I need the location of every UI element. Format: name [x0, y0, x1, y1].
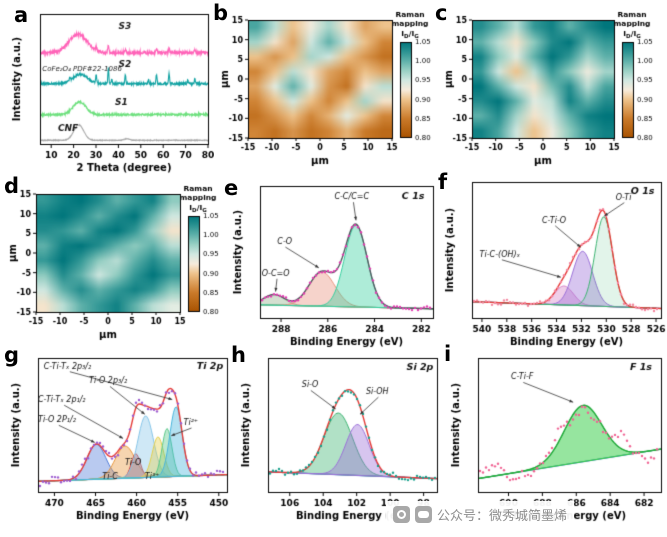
- watermark-text: 公众号：微秀城简墨烯: [437, 509, 568, 524]
- panel-h-canvas: [240, 352, 442, 522]
- panel-f-canvas: [444, 176, 666, 348]
- wechat-icon: [415, 506, 432, 523]
- panel-a-canvas: [10, 8, 214, 174]
- app-logo-icon: [393, 506, 410, 523]
- panel-g-canvas: [10, 352, 232, 522]
- panel-f-letter: f: [438, 170, 448, 194]
- panel-i-canvas: [450, 352, 666, 522]
- watermark: 公众号：微秀城简墨烯: [386, 501, 575, 528]
- panel-d-canvas: [8, 180, 232, 348]
- panel-c-canvas: [444, 6, 666, 174]
- panel-i-letter: i: [444, 342, 452, 366]
- panel-e-canvas: [232, 180, 438, 348]
- panel-b-canvas: [220, 6, 444, 174]
